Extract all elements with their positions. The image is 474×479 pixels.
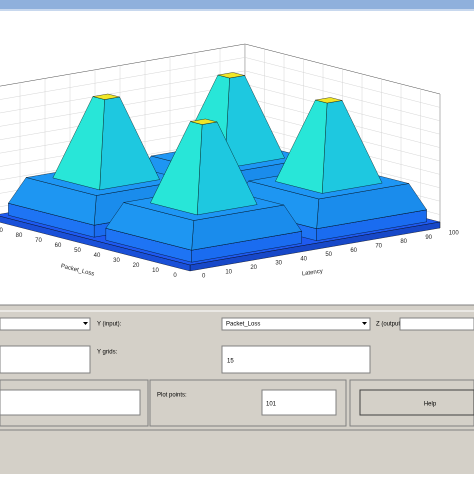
y-input-value: Packet_Loss (226, 322, 260, 328)
plot-points-input[interactable] (261, 389, 337, 416)
x-tick-label: 50 (325, 252, 332, 258)
z-output-label: Z (output): (376, 322, 404, 328)
y-tick-label: 80 (16, 233, 23, 239)
plot-points-label: Plot points: (157, 393, 187, 399)
surface-top (92, 93, 120, 100)
x-tick-label: 10 (225, 269, 232, 275)
x-grids-input[interactable] (0, 345, 91, 374)
buttons-frame (349, 379, 474, 427)
y-tick-label: 60 (55, 243, 62, 249)
x-tick-label: 30 (275, 261, 282, 267)
y-tick-label: 20 (133, 263, 140, 269)
z-output-dropdown[interactable] (399, 317, 474, 331)
y-grids-value: 15 (227, 359, 234, 365)
y-tick-label: 0 (173, 273, 177, 279)
surface-edge (0, 216, 191, 272)
options-frame (0, 379, 149, 427)
plot-points-frame (149, 379, 347, 427)
y-tick-label: 50 (74, 248, 81, 254)
y-tick-label: 30 (113, 258, 120, 264)
x-axis-label: Latency (302, 269, 324, 278)
title-bar (0, 0, 474, 9)
dropdown-arrow (362, 322, 367, 325)
y-input-dropdown[interactable] (221, 317, 371, 331)
y-grids-input[interactable] (221, 345, 371, 374)
surface-plot: 9080706050403020100010203040506070809010… (0, 43, 460, 280)
x-tick-label: 70 (375, 243, 382, 249)
x-tick-label: 80 (400, 239, 407, 245)
y-tick-label: 10 (152, 268, 159, 274)
help-button-label[interactable]: Help (424, 402, 437, 408)
dropdown-arrow (83, 322, 88, 325)
surface-top (217, 72, 245, 79)
x-input-dropdown[interactable] (0, 317, 91, 331)
y-grids-label: Y grids: (97, 350, 118, 356)
help-button[interactable] (359, 389, 474, 416)
y-tick-label: 70 (35, 238, 42, 244)
y-tick-label: 90 (0, 228, 3, 234)
title-bar-edge (0, 9, 474, 11)
x-tick-label: 0 (202, 274, 206, 280)
y-tick-label: 40 (94, 253, 101, 259)
x-tick-label: 60 (350, 248, 357, 254)
y-input-label: Y (input): (97, 322, 122, 328)
x-tick-label: 90 (425, 235, 432, 241)
surface-top (190, 118, 218, 125)
x-tick-label: 40 (300, 256, 307, 262)
plot-points-value: 101 (266, 402, 277, 408)
wall-grid (0, 57, 441, 108)
x-tick-label: 100 (449, 231, 460, 237)
surface-top (315, 97, 343, 104)
wall-grid (0, 70, 441, 121)
x-grids-field[interactable] (0, 389, 141, 416)
x-tick-label: 20 (250, 265, 257, 271)
